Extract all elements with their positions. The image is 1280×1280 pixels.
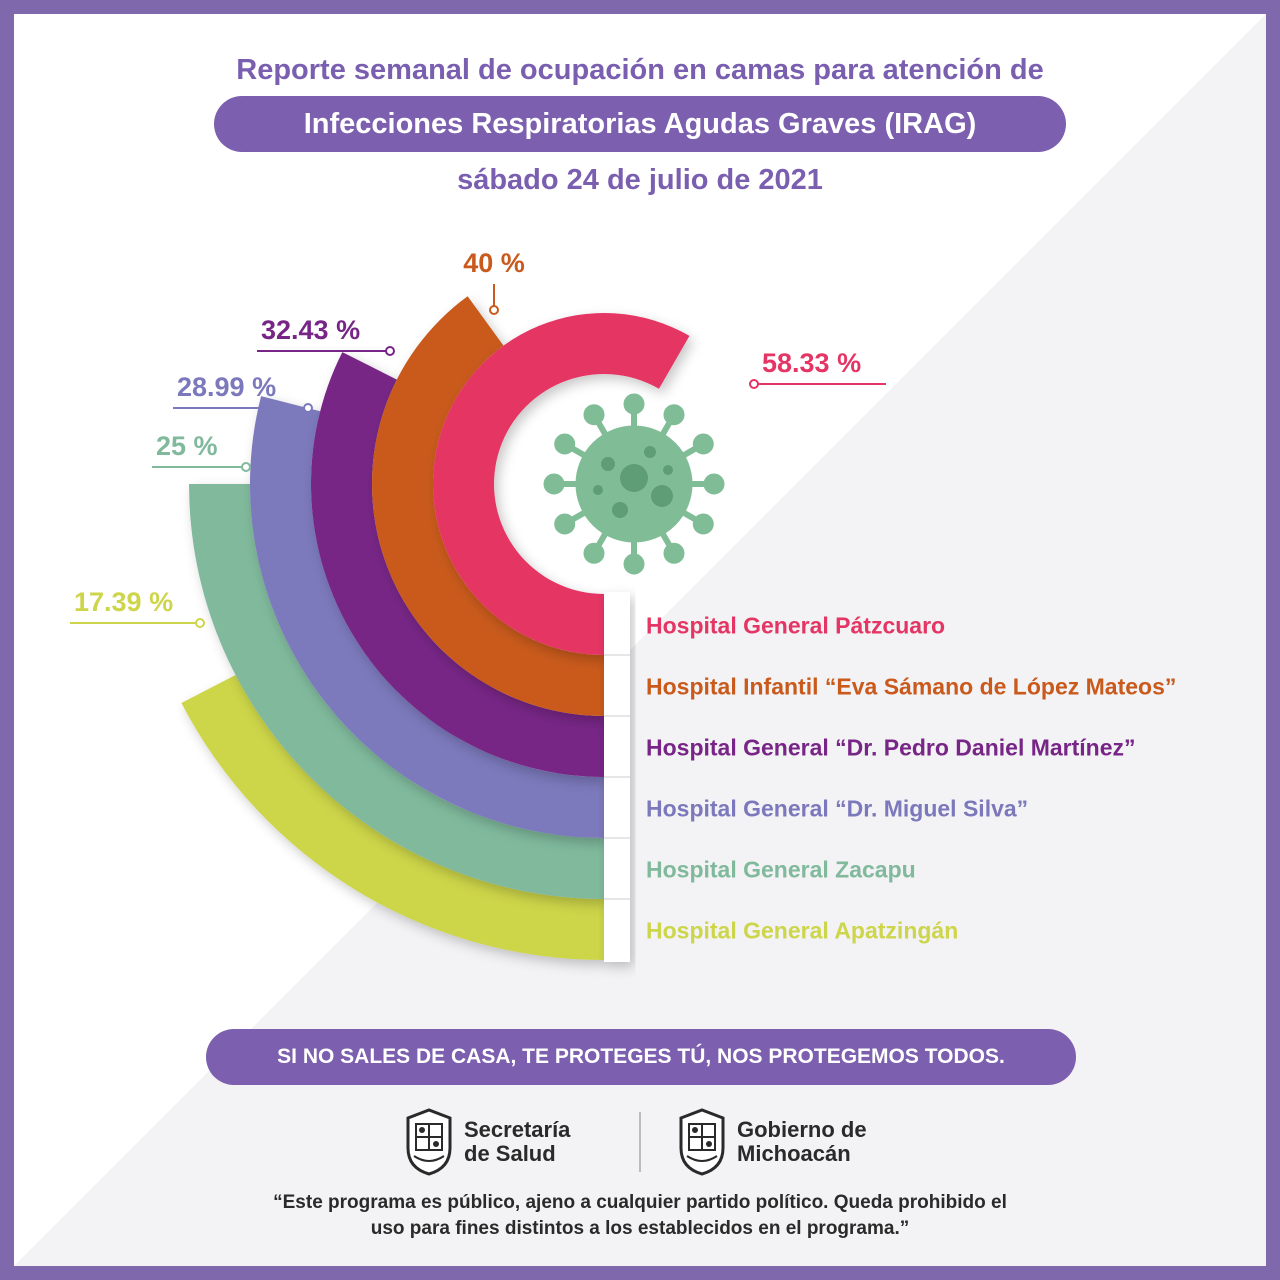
arc-2 (372, 296, 604, 716)
callout-3: 32.43 % (257, 315, 395, 356)
value-label: 32.43 % (261, 315, 360, 345)
value-callouts: 17.39 % 25 % 28.99 % 32.43 % 40 % 58.33 % (70, 248, 886, 628)
value-label: 17.39 % (74, 587, 173, 617)
background-shade (14, 14, 1266, 1266)
title-pill (214, 96, 1066, 152)
value-label: 28.99 % (177, 372, 276, 402)
callout-5: 25 % (152, 431, 251, 472)
logo2-line2: Michoacán (737, 1141, 851, 1166)
legend-label: Hospital General Zacapu (646, 857, 916, 883)
arc-4 (249, 396, 604, 838)
report-date: sábado 24 de julio de 2021 (457, 164, 823, 196)
virus-icon (543, 393, 725, 575)
value-label: 25 % (156, 431, 218, 461)
disclaimer-line-1: “Este programa es público, ajeno a cualq… (273, 1192, 1007, 1213)
value-label: 40 % (463, 248, 525, 278)
chart-arcs (181, 296, 690, 960)
secretaria-salud-logo: Secretaría de Salud (404, 1107, 570, 1177)
logo-divider (639, 1112, 641, 1172)
arc-1 (433, 312, 690, 655)
callout-1: 58.33 % (749, 348, 886, 389)
arc-6 (181, 674, 604, 960)
title-line-1: Reporte semanal de ocupación en camas pa… (236, 54, 1044, 86)
gobierno-michoacan-logo: Gobierno de Michoacán (677, 1107, 867, 1177)
michoacan-seal-icon (679, 1108, 725, 1176)
chart-cutouts (604, 592, 630, 962)
legend-label: Hospital General Apatzingán (646, 918, 958, 944)
value-label: 58.33 % (762, 348, 861, 378)
arc-5 (189, 484, 604, 899)
radial-bar-chart: 17.39 % 25 % 28.99 % 32.43 % 40 % 58.33 % Hos… (70, 248, 1176, 962)
michoacan-seal-icon (406, 1108, 452, 1176)
logo2-line1: Gobierno de (737, 1117, 867, 1142)
slogan-pill (206, 1029, 1076, 1085)
slogan: SI NO SALES DE CASA, TE PROTEGES TÚ, NOS… (277, 1045, 1005, 1068)
legend: Hospital General Apatzingán Hospital Gene… (646, 613, 1176, 944)
logo1-line2: de Salud (464, 1141, 556, 1166)
arc-3 (311, 352, 604, 777)
callout-6: 17.39 % (70, 587, 205, 628)
poster: Reporte semanal de ocupación en camas pa… (14, 14, 1266, 1266)
callout-4: 28.99 % (173, 372, 313, 413)
callout-2: 40 % (463, 248, 525, 315)
legend-label: Hospital General Pátzcuaro (646, 613, 945, 639)
logo1-line1: Secretaría (464, 1117, 571, 1142)
title-line-2: Infecciones Respiratorias Agudas Graves … (303, 108, 977, 140)
legend-label: Hospital General “Dr. Pedro Daniel Martí… (646, 735, 1136, 761)
disclaimer: “Este programa es público, ajeno a cualq… (154, 1190, 1126, 1242)
disclaimer-line-2: uso para fines distintos a los estableci… (370, 1218, 910, 1239)
legend-label: Hospital Infantil “Eva Sámano de López M… (646, 674, 1176, 700)
legend-label: Hospital General “Dr. Miguel Silva” (646, 796, 1028, 822)
